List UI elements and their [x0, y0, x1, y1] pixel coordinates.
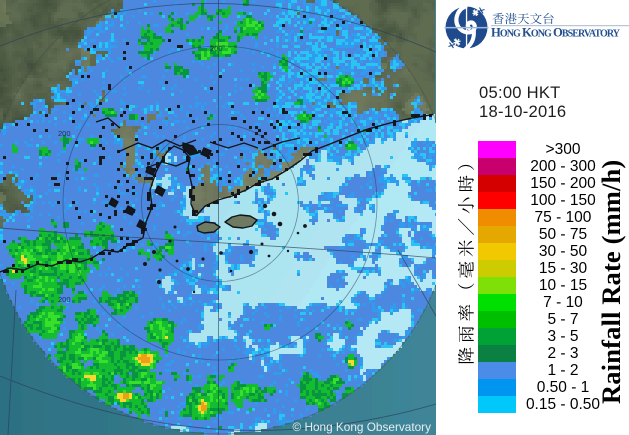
svg-text:200: 200	[58, 295, 71, 304]
svg-text:HONG KONG OBSERVATORY: HONG KONG OBSERVATORY	[491, 26, 621, 40]
svg-text:© Hong Kong Observatory: © Hong Kong Observatory	[292, 420, 431, 434]
svg-text:200: 200	[210, 44, 223, 53]
svg-text:200: 200	[58, 129, 71, 138]
